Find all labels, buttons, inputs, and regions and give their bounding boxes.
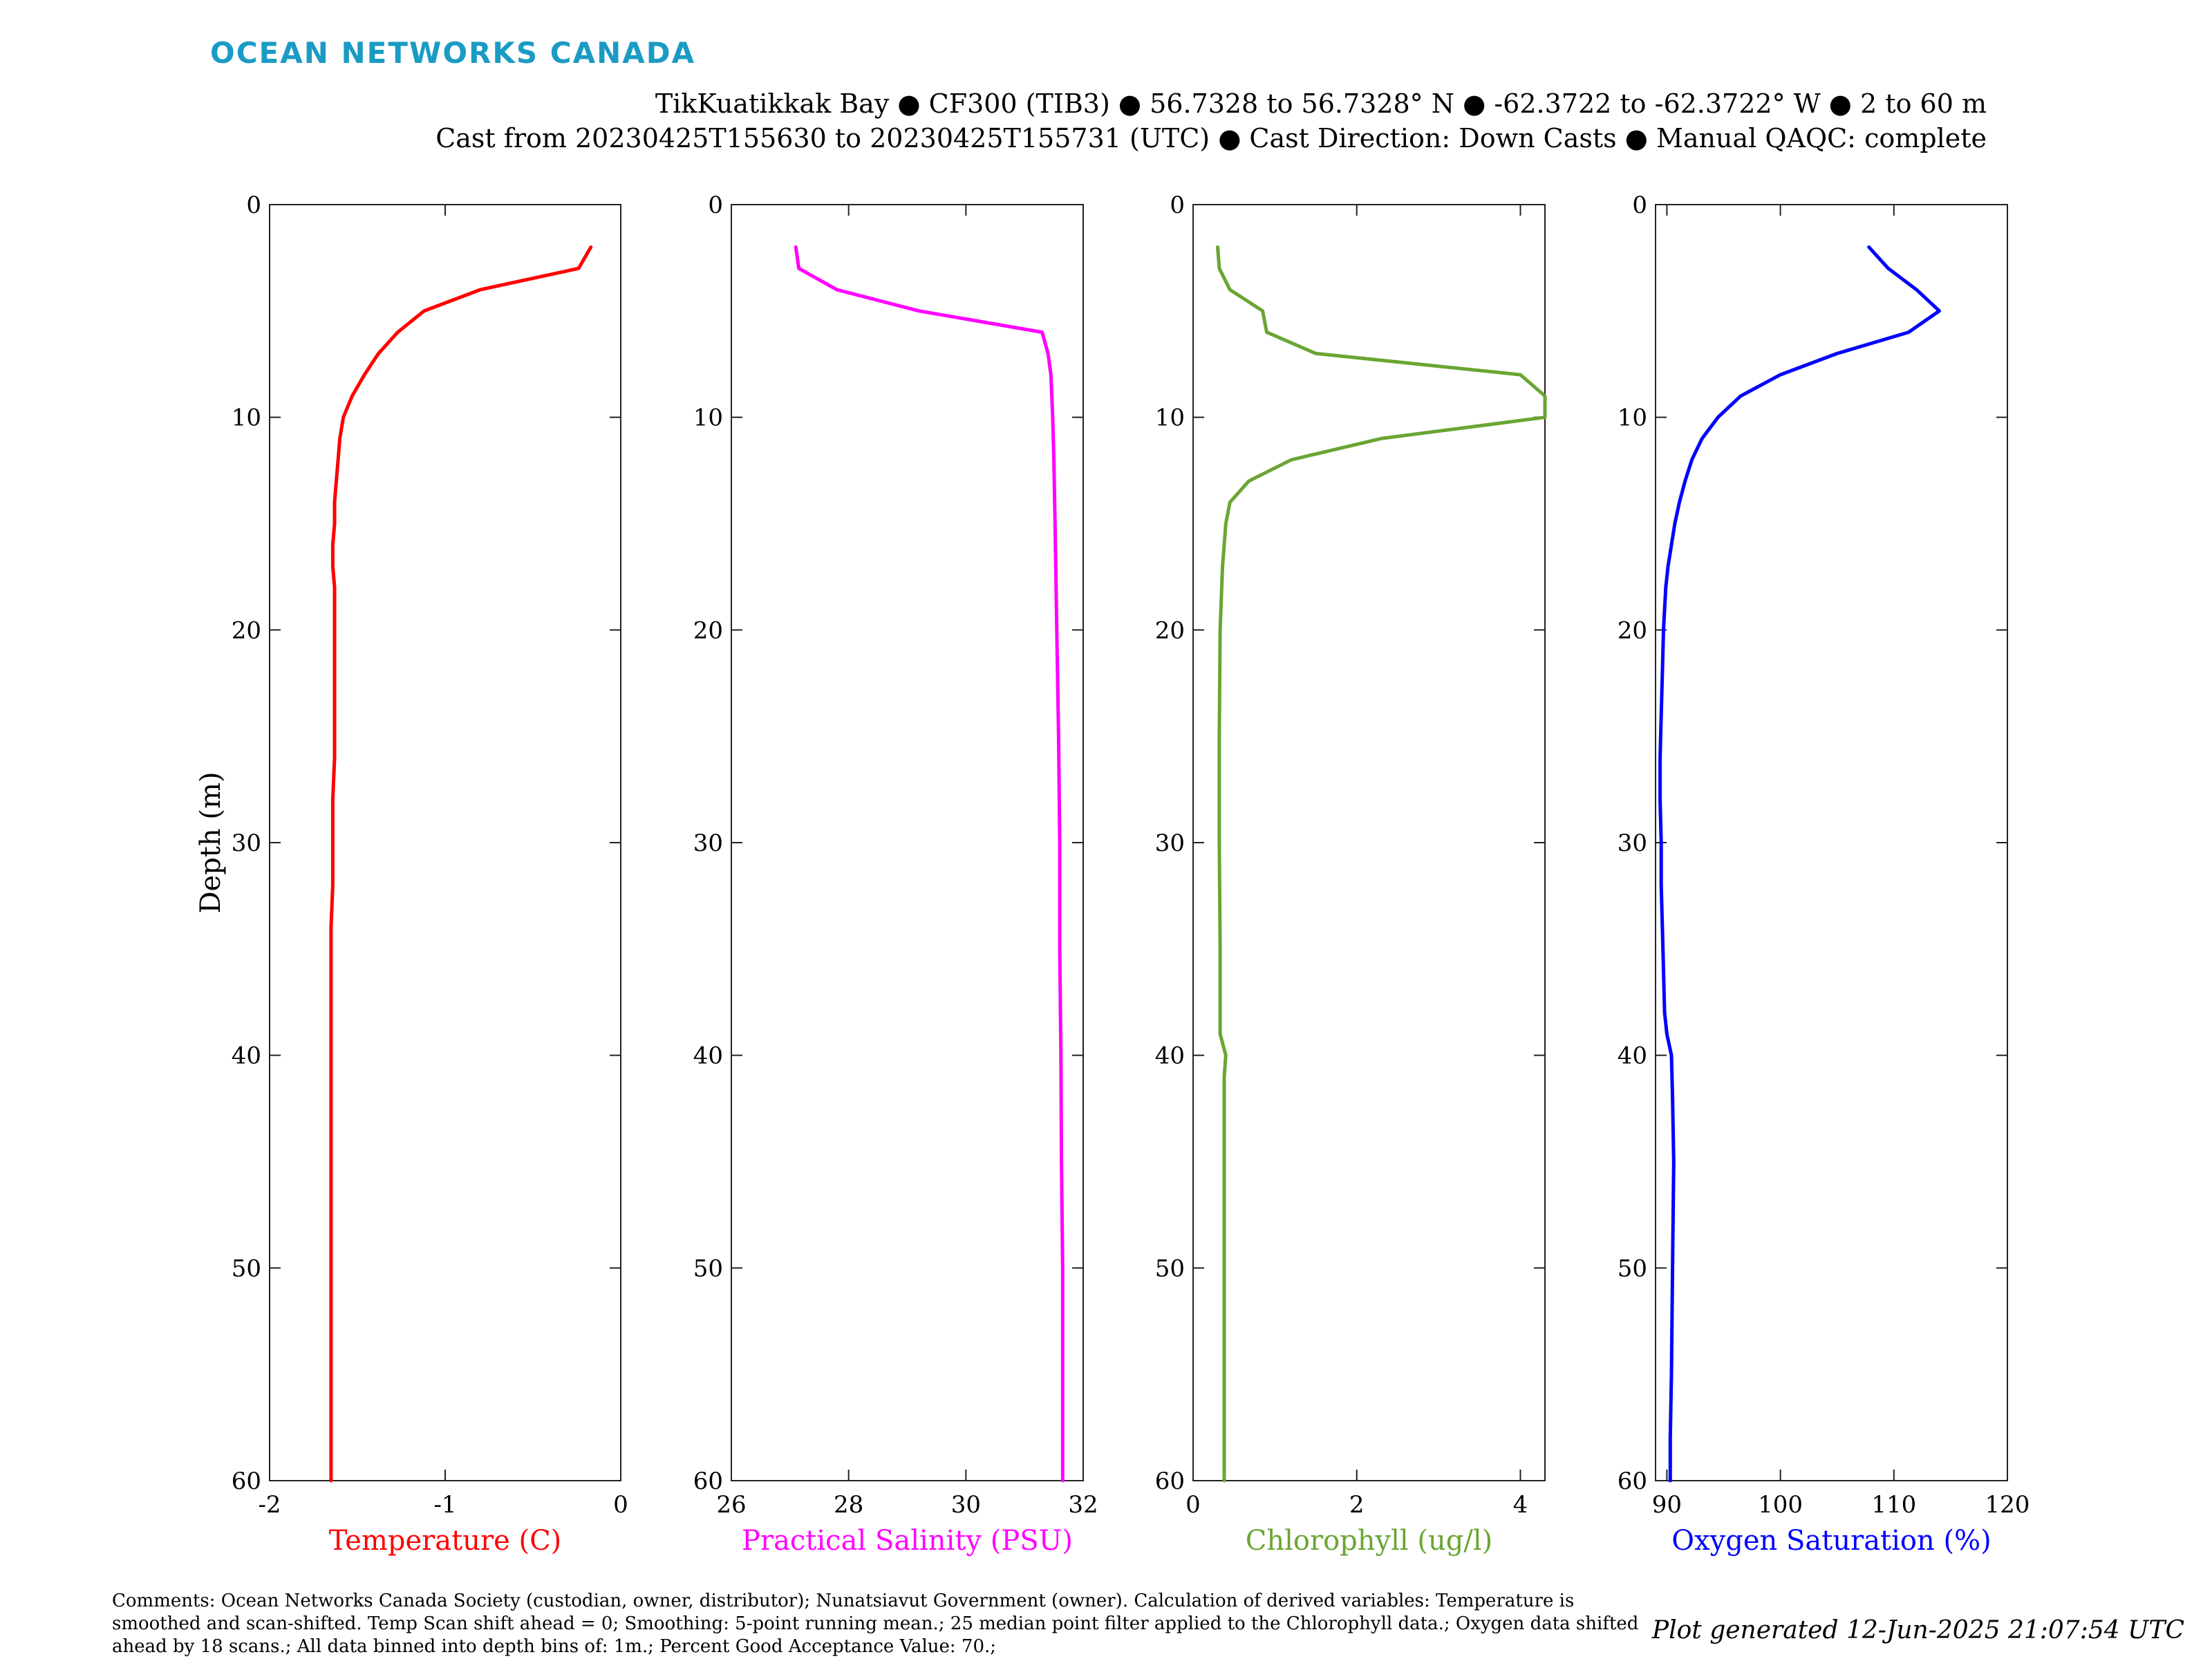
y-tick-label: 0 (246, 191, 261, 219)
x-tick-label: 120 (1985, 1491, 2030, 1519)
y-tick-label: 40 (693, 1042, 723, 1070)
y-axis-label: Depth (m) (195, 771, 227, 913)
x-tick-label: 0 (613, 1491, 628, 1519)
x-tick-label: 0 (1185, 1491, 1201, 1519)
y-tick-label: 60 (1618, 1468, 1647, 1495)
x-tick-label: 30 (951, 1491, 981, 1519)
y-tick-label: 40 (1155, 1042, 1185, 1070)
series-line (329, 245, 593, 1483)
plot-generated-timestamp: Plot generated 12-Jun-2025 21:07:54 UTC (1651, 1616, 2184, 1644)
y-tick-label: 20 (1618, 617, 1647, 644)
series-line (1216, 245, 1547, 1483)
series-line (794, 245, 1065, 1483)
axes-frame (269, 204, 621, 1481)
y-tick-label: 40 (232, 1042, 261, 1070)
y-tick-label: 0 (708, 191, 723, 219)
x-tick-label: -2 (258, 1491, 281, 1519)
x-tick-label: 110 (1871, 1491, 1916, 1519)
x-tick-label: 2 (1349, 1491, 1365, 1519)
y-tick-label: 40 (1618, 1042, 1647, 1070)
x-tick-label: -1 (433, 1491, 456, 1519)
y-tick-label: 10 (232, 404, 261, 432)
y-tick-label: 20 (232, 617, 261, 644)
y-tick-label: 20 (1155, 617, 1185, 644)
x-tick-label: 28 (834, 1491, 863, 1519)
y-tick-label: 30 (232, 830, 261, 857)
y-tick-label: 30 (1618, 830, 1647, 857)
axes-frame (1655, 204, 2008, 1481)
x-axis-label: Practical Salinity (PSU) (742, 1525, 1073, 1557)
y-tick-label: 60 (693, 1468, 723, 1495)
axes-frame (1192, 204, 1546, 1481)
y-tick-label: 0 (1170, 191, 1185, 219)
y-tick-label: 50 (693, 1255, 723, 1282)
plot-title-line-1: TikKuatikkak Bay ● CF300 (TIB3) ● 56.732… (655, 88, 1987, 119)
y-tick-label: 10 (1618, 404, 1647, 432)
y-tick-label: 30 (1155, 830, 1185, 857)
y-tick-label: 60 (232, 1468, 261, 1495)
brand-logo-text: OCEAN NETWORKS CANADA (210, 36, 696, 70)
x-axis-label: Oxygen Saturation (%) (1671, 1525, 1991, 1557)
y-tick-label: 30 (693, 830, 723, 857)
plot-title-line-2: Cast from 20230425T155630 to 20230425T15… (435, 123, 1987, 153)
y-tick-label: 0 (1632, 191, 1647, 219)
axes-frame (731, 204, 1084, 1481)
y-tick-label: 50 (232, 1255, 261, 1282)
profile-panel-1: 0 10 20 30 40 50 60-2 -1 0 Temperature (C) Depth (… (195, 191, 628, 1557)
x-tick-label: 4 (1513, 1491, 1528, 1519)
y-tick-label: 10 (1155, 404, 1185, 432)
series-line (1658, 245, 1941, 1483)
y-tick-label: 60 (1155, 1468, 1185, 1495)
plot-comments: Comments: Ocean Networks Canada Society … (112, 1591, 1639, 1657)
x-axis-label: Temperature (C) (329, 1525, 562, 1557)
y-tick-label: 50 (1155, 1255, 1185, 1282)
x-tick-label: 100 (1758, 1491, 1803, 1519)
x-tick-label: 90 (1652, 1491, 1682, 1519)
x-axis-label: Chlorophyll (ug/l) (1246, 1525, 1493, 1557)
y-tick-label: 50 (1618, 1255, 1647, 1282)
y-tick-label: 10 (693, 404, 723, 432)
y-tick-label: 20 (693, 617, 723, 644)
x-tick-label: 32 (1068, 1491, 1098, 1519)
x-tick-label: 26 (716, 1491, 746, 1519)
